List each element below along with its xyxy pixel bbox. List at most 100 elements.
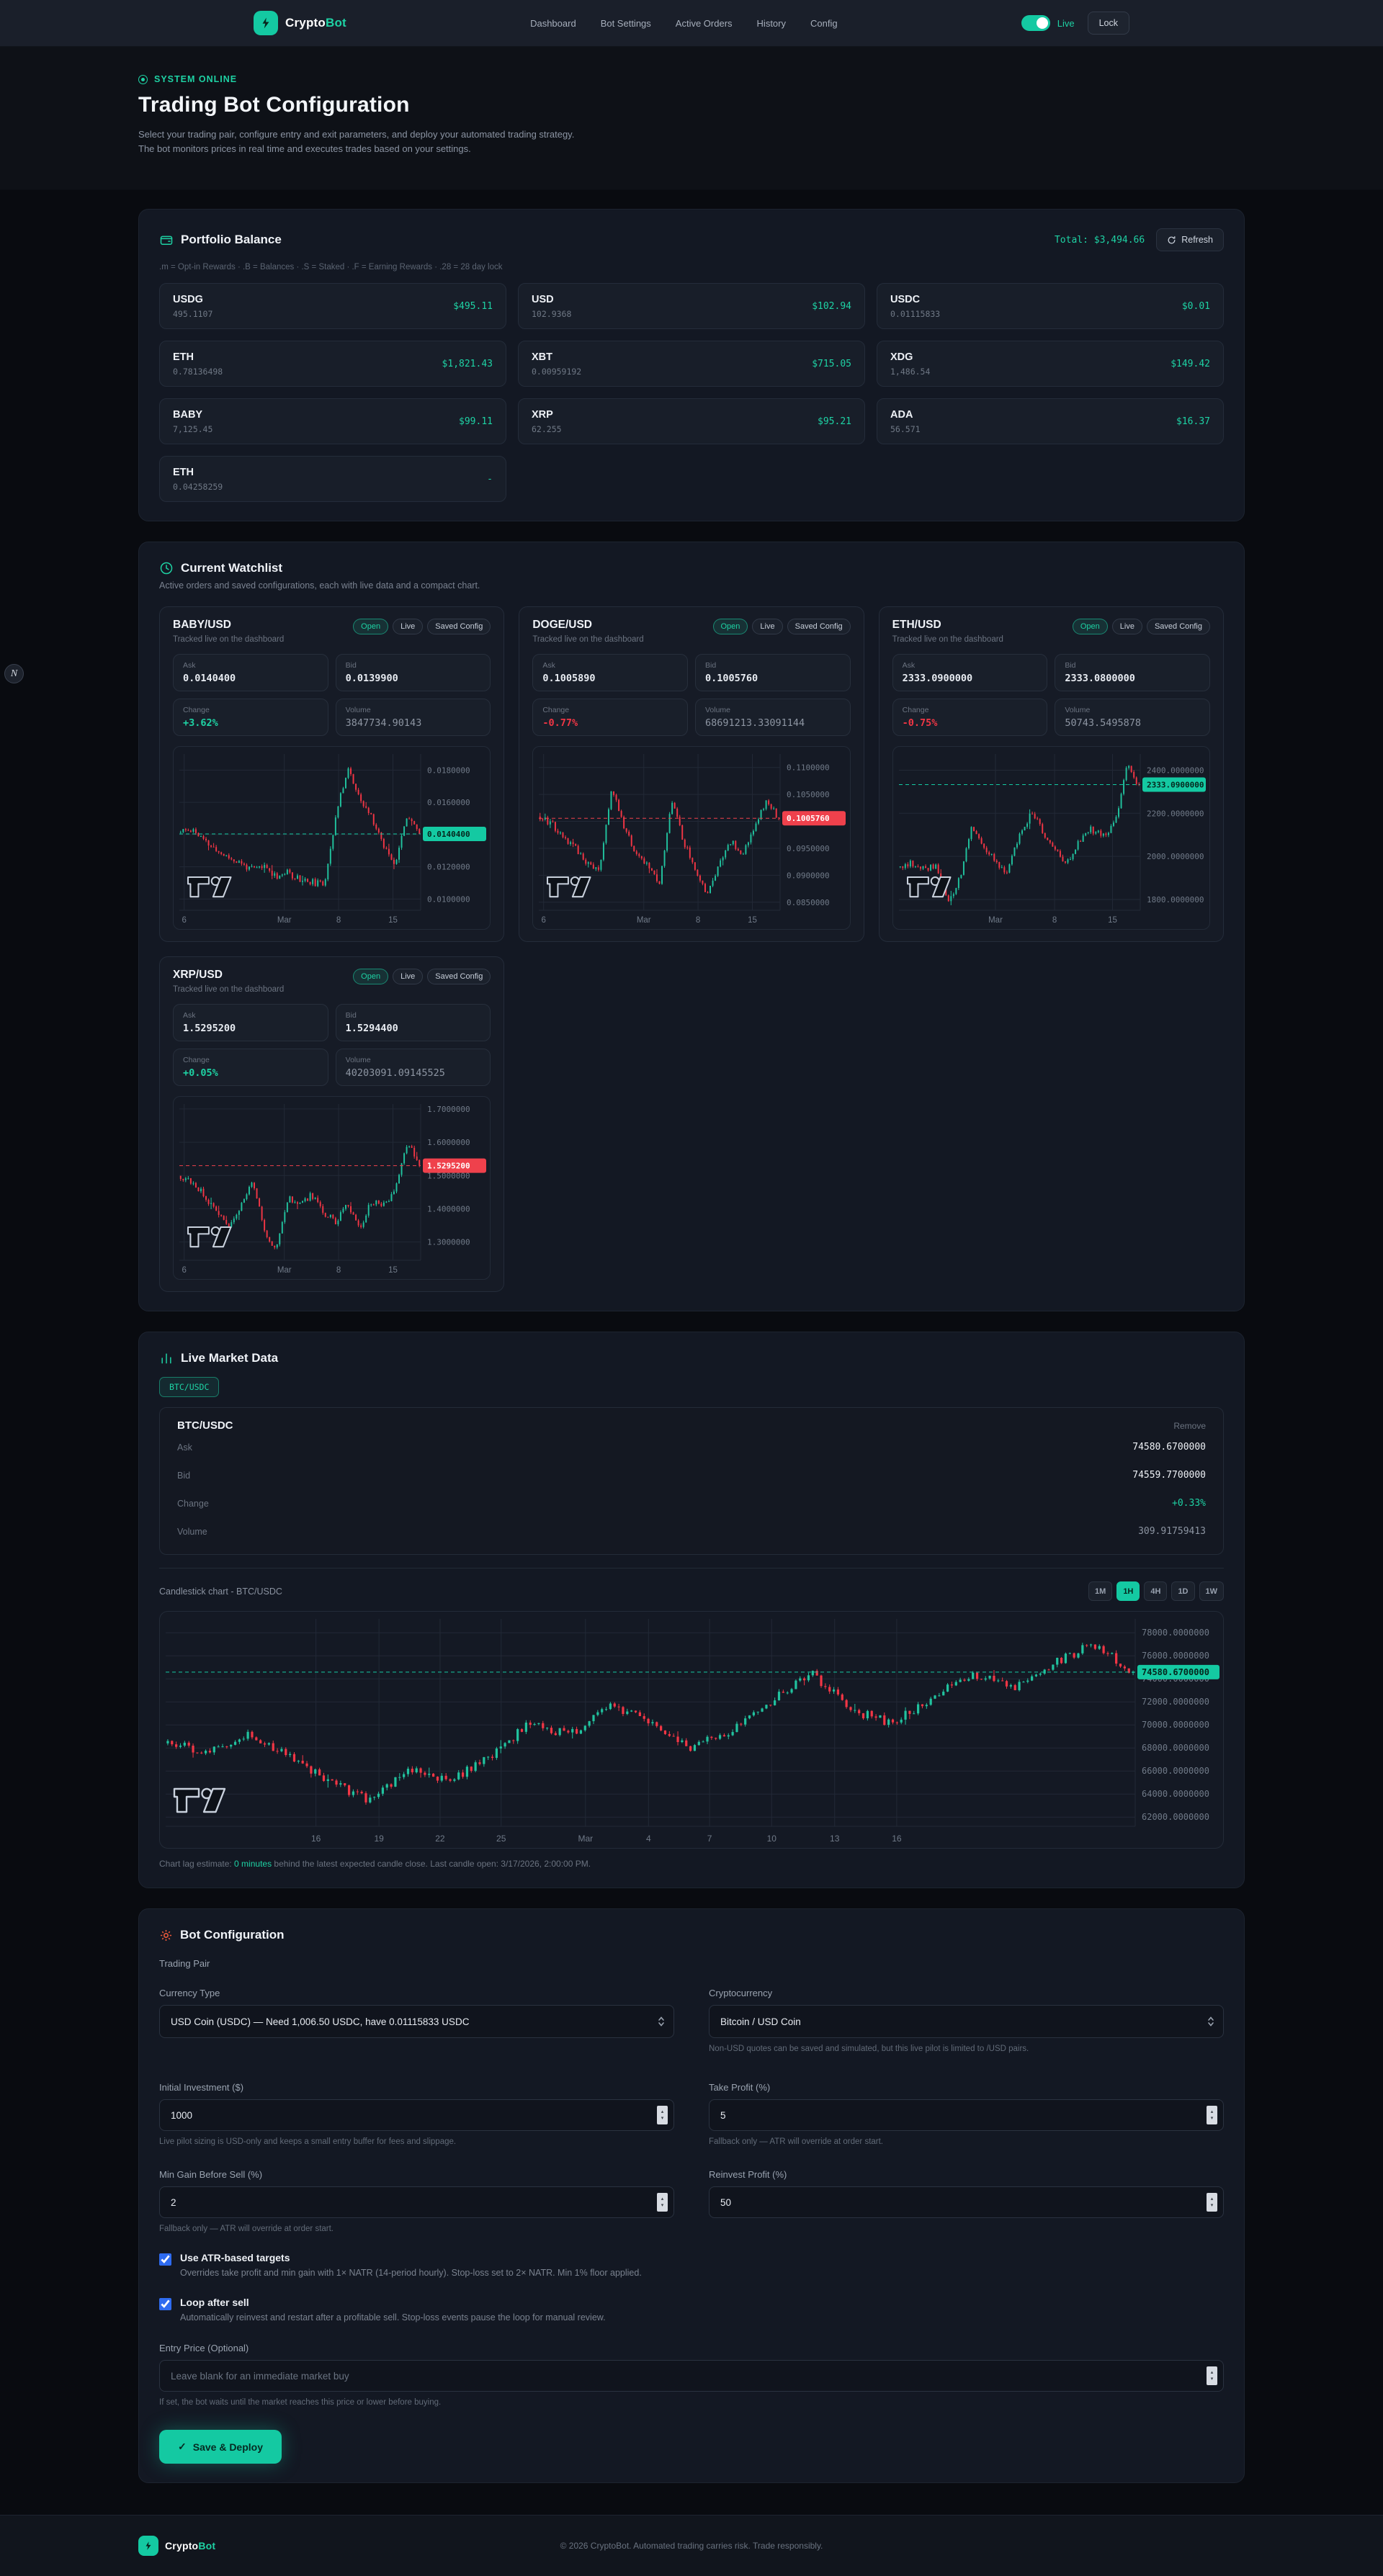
svg-text:0.0120000: 0.0120000: [427, 863, 470, 872]
nav-link-history[interactable]: History: [756, 17, 786, 29]
badge-saved-config: Saved Config: [787, 619, 851, 635]
stat-label: Bid: [345, 1011, 357, 1020]
asset-info: BABY 7,125.45: [173, 409, 212, 434]
portfolio-title: Portfolio Balance: [181, 233, 282, 247]
pair-tracked-note: Tracked live on the dashboard: [532, 635, 644, 645]
pair-name: ETH/USD: [892, 619, 941, 632]
number-spinner-icon[interactable]: ▴ ▾: [1207, 2106, 1217, 2125]
asset-value: $0.01: [1181, 300, 1210, 312]
watchlist-pair-card: ETH/USD Tracked live on the dashboard Open…: [878, 606, 1224, 943]
number-spinner-icon[interactable]: ▴ ▾: [1207, 2193, 1217, 2212]
floating-n-badge[interactable]: N: [4, 664, 24, 683]
bar-chart-icon: [159, 1351, 174, 1365]
asset-value: $16.37: [1176, 416, 1210, 427]
stat-box-bid: Bid 1.5294400: [335, 1004, 491, 1042]
min-gain-input[interactable]: [159, 2186, 674, 2219]
svg-text:6: 6: [542, 916, 546, 925]
refresh-button[interactable]: Refresh: [1156, 228, 1224, 252]
tradingview-watermark-icon: [187, 1226, 232, 1248]
baby-usd-candlestick-chart[interactable]: 0.01800000.01600000.01400000.01200000.01…: [173, 746, 491, 930]
svg-text:0.0180000: 0.0180000: [427, 766, 470, 776]
asset-info: ADA 56.571: [890, 409, 921, 434]
asset-amount: 1,486.54: [890, 366, 931, 377]
live-toggle[interactable]: [1021, 15, 1050, 31]
pair-stats: Ask 0.1005890 Bid 0.1005760 Change -0.77% Volu…: [532, 654, 851, 737]
nav-link-bot-settings[interactable]: Bot Settings: [600, 17, 651, 29]
stat-box-ask: Ask 0.1005890: [532, 654, 688, 692]
checkbox-use-atr-based-targets[interactable]: [159, 2253, 171, 2266]
checkbox-loop-after-sell[interactable]: [159, 2298, 171, 2311]
lock-button[interactable]: Lock: [1087, 12, 1129, 35]
doge-usd-candlestick-chart[interactable]: 0.11000000.10500000.10000000.09500000.09…: [532, 746, 851, 930]
watchlist-pair-card: XRP/USD Tracked live on the dashboard Open…: [159, 956, 505, 1293]
checkmark-icon: ✓: [178, 2441, 187, 2453]
nav-link-config[interactable]: Config: [810, 17, 838, 29]
nav-link-dashboard[interactable]: Dashboard: [530, 17, 576, 29]
bot-configuration-section: Bot Configuration Trading Pair Currency …: [138, 1908, 1245, 2484]
svg-text:4: 4: [646, 1834, 651, 1844]
stat-value: 0.1005890: [542, 673, 596, 685]
market-row-change: Change +0.33%: [177, 1491, 1206, 1516]
brand[interactable]: CryptoBot: [254, 11, 346, 35]
pair-chip-btc-usdc[interactable]: BTC/USDC: [159, 1377, 220, 1398]
svg-text:2200.0000000: 2200.0000000: [1147, 809, 1204, 819]
entry-price-input[interactable]: [159, 2360, 1224, 2392]
remove-pair-link[interactable]: Remove: [1173, 1420, 1206, 1431]
badge-live: Live: [393, 969, 424, 985]
portfolio-asset-card: XBT 0.00959192 $715.05: [518, 341, 865, 387]
svg-text:0.0100000: 0.0100000: [427, 895, 470, 905]
timeframe-button-1m[interactable]: 1M: [1088, 1581, 1113, 1602]
footer-brand[interactable]: CryptoBot: [138, 2536, 441, 2557]
asset-symbol: USD: [532, 293, 554, 305]
reinvest-profit-input[interactable]: [709, 2186, 1224, 2219]
timeframe-button-4h[interactable]: 4H: [1144, 1581, 1168, 1602]
save-deploy-button[interactable]: ✓ Save & Deploy: [159, 2430, 282, 2464]
asset-symbol: USDG: [173, 293, 203, 305]
asset-value: $149.42: [1171, 358, 1210, 369]
market-rows: Ask 74580.6700000 Bid 74559.7700000 Change +0…: [177, 1435, 1206, 1544]
footer: CryptoBot © 2026 CryptoBot. Automated tr…: [0, 2515, 1383, 2576]
checkbox-row-loop-after-sell: Loop after sell Automatically reinvest an…: [159, 2297, 1224, 2323]
page-description: Select your trading pair, configure entr…: [138, 129, 575, 155]
number-spinner-icon[interactable]: ▴ ▾: [657, 2193, 668, 2212]
take-profit-input[interactable]: [709, 2099, 1224, 2132]
market-row-value: 309.91759413: [1138, 1526, 1206, 1538]
badge-open: Open: [353, 619, 389, 635]
pair-card-header: BABY/USD Tracked live on the dashboard Ope…: [173, 619, 491, 644]
stat-value: 0.1005760: [704, 673, 758, 685]
svg-text:76000.0000000: 76000.0000000: [1142, 1651, 1209, 1661]
stat-box-change: Change -0.77%: [532, 699, 688, 737]
asset-info: USDC 0.01115833: [890, 294, 940, 319]
stat-label: Ask: [902, 661, 916, 670]
initial-investment-input[interactable]: [159, 2099, 674, 2132]
eth-usd-candlestick-chart[interactable]: 2400.0000000 2200.0000000 2000.0000000 1800…: [892, 746, 1210, 930]
xrp-usd-candlestick-chart[interactable]: 1.7000000 1.6000000 1.5000000 1.4000000 1.30…: [173, 1096, 491, 1280]
stat-label: Change: [183, 1056, 210, 1065]
badge-live: Live: [393, 619, 424, 635]
asset-info: XDG 1,486.54: [890, 351, 930, 377]
stat-value: 40203091.09145525: [345, 1067, 445, 1080]
svg-text:19: 19: [374, 1834, 384, 1844]
page-title: Trading Bot Configuration: [138, 93, 410, 117]
timeframe-button-1w[interactable]: 1W: [1199, 1581, 1224, 1602]
timeframe-button-1h[interactable]: 1H: [1116, 1581, 1140, 1602]
pair-card-header: DOGE/USD Tracked live on the dashboard Ope…: [532, 619, 851, 645]
number-spinner-icon[interactable]: ▴ ▾: [657, 2106, 668, 2125]
nav-link-active-orders[interactable]: Active Orders: [675, 17, 733, 29]
stat-box-volume: Volume 50743.5495878: [1055, 699, 1210, 737]
stat-box-bid: Bid 2333.0800000: [1055, 654, 1210, 692]
market-row-label: Change: [177, 1498, 209, 1509]
timeframe-button-1d[interactable]: 1D: [1171, 1581, 1195, 1602]
svg-text:0.0160000: 0.0160000: [427, 798, 470, 807]
asset-symbol: XDG: [890, 351, 913, 363]
btc-usdc-candlestick-chart[interactable]: 78000.000000076000.000000074000.00000007…: [159, 1611, 1224, 1849]
cryptocurrency-select[interactable]: Bitcoin / USD Coin: [709, 2005, 1224, 2039]
number-spinner-icon[interactable]: ▴ ▾: [1207, 2366, 1217, 2386]
asset-symbol: BABY: [173, 408, 203, 421]
svg-text:64000.0000000: 64000.0000000: [1142, 1789, 1209, 1799]
svg-text:0.0950000: 0.0950000: [787, 844, 830, 853]
currency-type-select[interactable]: USD Coin (USDC) — Need 1,006.50 USDC, ha…: [159, 2005, 674, 2039]
portfolio-asset-card: USDG 495.1107 $495.11: [159, 283, 506, 330]
pair-card-header: ETH/USD Tracked live on the dashboard Open…: [892, 619, 1210, 644]
svg-text:6: 6: [182, 916, 186, 925]
